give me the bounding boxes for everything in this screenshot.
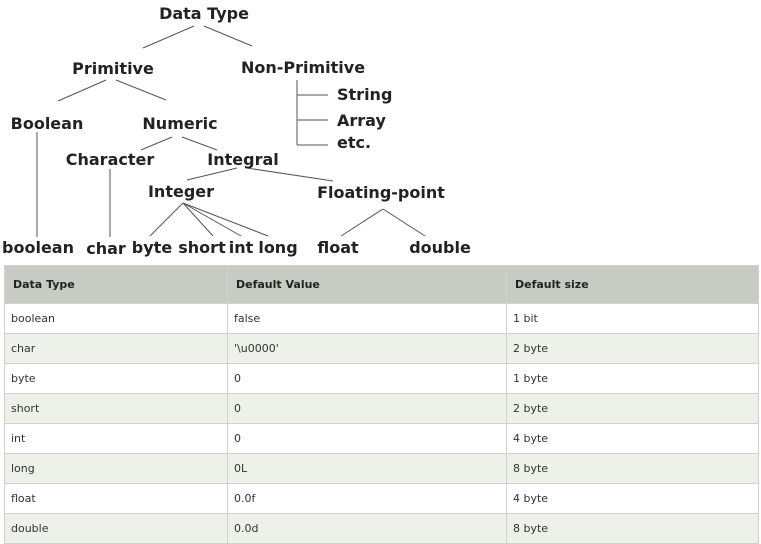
leaf-char: char: [86, 239, 126, 258]
connector-floating-double: [382, 208, 426, 237]
header-default-value: Default Value: [227, 265, 507, 304]
cell-data-type: long: [4, 453, 228, 484]
data-type-hierarchy-diagram: Data Type Primitive Non-Primitive String…: [2, 4, 471, 258]
connector-integer-byte: [149, 202, 184, 237]
table-header-row: Data Type Default Value Default size: [4, 265, 759, 304]
node-integral-group: Integral: [207, 150, 278, 169]
node-etc: etc.: [337, 133, 371, 152]
node-non-primitive: Non-Primitive: [241, 58, 365, 77]
cell-data-type: float: [4, 483, 228, 514]
node-primitive: Primitive: [72, 59, 154, 78]
leaf-float: float: [317, 238, 359, 257]
connector-primitive-numeric: [115, 79, 167, 101]
leaf-boolean: boolean: [2, 238, 74, 257]
leaf-short: short: [178, 238, 226, 257]
connector-root-primitive: [142, 25, 195, 49]
node-character-group: Character: [66, 150, 155, 169]
connector-numeric-character: [140, 136, 173, 151]
leaf-double: double: [409, 238, 471, 257]
table-row: boolean false 1 bit: [4, 303, 759, 334]
node-floating-group: Floating-point: [317, 183, 445, 202]
cell-default-value: 0: [227, 393, 507, 424]
table-row: long 0L 8 byte: [4, 453, 759, 484]
connector-integer-long: [182, 202, 269, 237]
cell-default-value: 0.0f: [227, 483, 507, 514]
leaf-long: long: [258, 238, 297, 257]
cell-default-value: 0: [227, 423, 507, 454]
cell-default-value: 0: [227, 363, 507, 394]
table-row: double 0.0d 8 byte: [4, 513, 759, 544]
table-row: short 0 2 byte: [4, 393, 759, 424]
header-default-size: Default size: [506, 265, 759, 304]
connector-integer-int: [182, 202, 242, 237]
node-numeric-group: Numeric: [142, 114, 217, 133]
table-row: float 0.0f 4 byte: [4, 483, 759, 514]
connector-floating-float: [340, 208, 384, 237]
table-row: byte 0 1 byte: [4, 363, 759, 394]
cell-data-type: boolean: [4, 303, 228, 334]
connector-integral-integer: [186, 167, 238, 181]
default-values-table: Data Type Default Value Default size boo…: [4, 265, 759, 544]
cell-default-size: 4 byte: [506, 423, 759, 454]
connector-numeric-integral: [181, 136, 218, 151]
cell-default-value: 0L: [227, 453, 507, 484]
node-data-type: Data Type: [159, 4, 249, 23]
cell-default-size: 8 byte: [506, 513, 759, 544]
connector-root-nonprimitive: [203, 25, 253, 47]
cell-data-type: short: [4, 393, 228, 424]
connectors: [36, 25, 426, 237]
connector-nonprimitive-items: [296, 80, 328, 146]
cell-data-type: byte: [4, 363, 228, 394]
node-string: String: [337, 85, 392, 104]
cell-default-size: 2 byte: [506, 333, 759, 364]
leaf-int: int: [229, 238, 254, 257]
table-row: int 0 4 byte: [4, 423, 759, 454]
connector-primitive-boolean: [57, 79, 107, 102]
node-boolean-group: Boolean: [11, 114, 84, 133]
cell-default-value: 0.0d: [227, 513, 507, 544]
cell-default-size: 8 byte: [506, 453, 759, 484]
connector-integer-short: [182, 202, 214, 237]
cell-data-type: double: [4, 513, 228, 544]
node-array: Array: [337, 111, 386, 130]
cell-default-size: 1 bit: [506, 303, 759, 334]
cell-default-value: '\u0000': [227, 333, 507, 364]
header-data-type: Data Type: [4, 265, 228, 304]
cell-data-type: int: [4, 423, 228, 454]
node-integer-group: Integer: [148, 182, 214, 201]
table-row: char '\u0000' 2 byte: [4, 333, 759, 364]
connector-integral-floating: [246, 167, 334, 182]
cell-default-size: 2 byte: [506, 393, 759, 424]
leaf-byte: byte: [132, 238, 173, 257]
cell-default-size: 1 byte: [506, 363, 759, 394]
cell-data-type: char: [4, 333, 228, 364]
cell-default-size: 4 byte: [506, 483, 759, 514]
cell-default-value: false: [227, 303, 507, 334]
